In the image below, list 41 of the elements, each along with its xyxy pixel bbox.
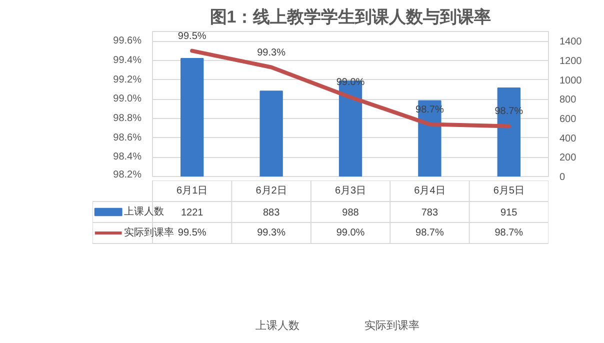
data-label: 99.0%	[336, 228, 365, 238]
data-label: 99.5%	[178, 228, 206, 238]
y2-tick-label: 600	[560, 114, 577, 125]
y2-tick-label: 400	[560, 133, 577, 144]
y-tick-label: 99.4%	[113, 55, 142, 66]
y-tick-label: 98.4%	[113, 152, 142, 163]
y2-tick-label: 1200	[560, 56, 582, 67]
bar	[180, 58, 204, 176]
chart-title: 图1：线上教学学生到课人数与到课率	[210, 8, 492, 26]
x-tick-label: 6月4日	[414, 186, 446, 196]
x-tick-label: 6月5日	[493, 186, 524, 196]
y-tick-label: 99.0%	[113, 94, 142, 105]
x-tick-label: 6月1日	[176, 186, 208, 196]
text: 上课人数	[256, 320, 300, 332]
y2-tick-label: 1400	[560, 36, 582, 48]
data-label: 1221	[180, 208, 204, 218]
text: 99.3%	[257, 47, 286, 58]
x-tick-label: 6月2日	[256, 186, 287, 196]
bar	[338, 80, 362, 176]
x-tick-label: 6月3日	[334, 186, 366, 196]
y2-tick-label: 200	[560, 152, 577, 164]
bar	[260, 90, 283, 176]
legend-label: 实际到课率	[124, 226, 174, 238]
data-label: 99.3%	[257, 228, 286, 238]
y-tick-label: 98.2%	[113, 170, 142, 180]
data-label: 883	[262, 208, 280, 218]
legend-label: 上课人数	[124, 206, 164, 218]
data-label: 783	[421, 208, 438, 218]
y-tick-label: 98.8%	[113, 113, 142, 124]
data-label: 98.7%	[416, 228, 444, 238]
data-label: 98.7%	[494, 228, 524, 238]
data-label: 915	[500, 208, 518, 218]
data-label: 988	[342, 208, 360, 218]
y2-tick-label: 800	[560, 94, 577, 106]
y2-tick-label: 1000	[560, 75, 582, 86]
y-tick-label: 99.6%	[113, 36, 142, 47]
text: 实际到课率	[364, 320, 420, 332]
text: 99.5%	[178, 30, 206, 42]
y2-tick-label: 0	[560, 172, 566, 183]
y-tick-label: 98.6%	[113, 132, 142, 144]
y-tick-label: 99.2%	[113, 74, 142, 86]
